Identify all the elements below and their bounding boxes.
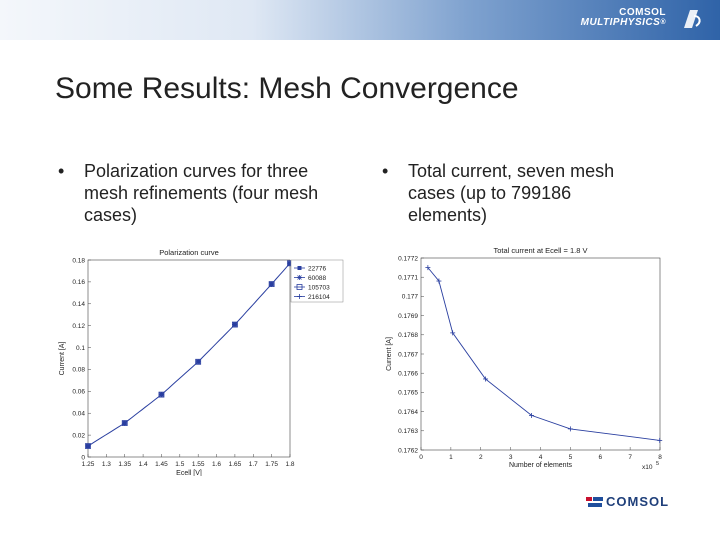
x-axis-label: Number of elements — [509, 462, 573, 469]
data-point — [232, 322, 238, 328]
x-tick-label: 8 — [658, 454, 662, 461]
x-tick-label: 1.8 — [285, 461, 294, 468]
bullet-marker: • — [58, 161, 65, 181]
y-tick-label: 0.1766 — [398, 371, 418, 378]
y-tick-label: 0.1771 — [398, 275, 418, 282]
bullet-text: Total current, seven mesh cases (up to 7… — [408, 160, 614, 226]
data-point — [296, 284, 303, 290]
y-tick-label: 0.1767 — [398, 351, 418, 358]
data-point — [425, 265, 431, 271]
y-tick-label: 0.02 — [72, 432, 85, 439]
legend-label: 22776 — [308, 265, 326, 272]
y-tick-label: 0.18 — [72, 257, 85, 264]
comsol-swirl-icon — [684, 10, 701, 28]
y-tick-label: 0.14 — [72, 301, 85, 308]
brand-line1: COMSOL — [619, 7, 666, 18]
y-tick-label: 0.08 — [72, 367, 85, 374]
legend-label: 105703 — [308, 284, 330, 291]
x-tick-label: 1.75 — [265, 461, 278, 468]
y-tick-label: 0 — [81, 454, 85, 461]
comsol-flag-icon — [586, 497, 603, 507]
polarization-curve-chart: Polarization curve 1.25 1.3 1.35 1.4 1.45 1.5 1… — [59, 248, 344, 476]
x-tick-label: 2 — [479, 454, 483, 461]
plot-area — [420, 257, 661, 451]
data-point — [195, 359, 201, 365]
x-axis-label: Ecell [V] — [176, 470, 202, 476]
y-tick-label: 0.177 — [402, 294, 419, 301]
comsol-footer-logo: COMSOL — [586, 494, 686, 510]
data-point — [269, 281, 275, 287]
x-tick-label: 1 — [449, 454, 453, 461]
x-tick-label: 1.3 — [102, 461, 111, 468]
x-tick-label: 1.55 — [192, 461, 205, 468]
bullet-line: mesh refinements (four mesh — [84, 183, 319, 203]
series-line — [427, 267, 660, 441]
y-tick-label: 0.1763 — [398, 428, 418, 435]
data-point — [436, 278, 442, 284]
x-tick-label: 1.4 — [139, 461, 148, 468]
x-tick-label: 3 — [509, 454, 513, 461]
x-tick-label: 1.25 — [82, 461, 95, 468]
x-tick-label: 1.5 — [175, 461, 184, 468]
bullet-line: Total current, seven mesh — [408, 161, 615, 181]
y-tick-label: 0.04 — [72, 411, 85, 418]
chart-title: Polarization curve — [159, 248, 219, 257]
y-tick-label: 0.12 — [72, 323, 85, 330]
x-tick-label: 1.35 — [118, 461, 131, 468]
slide-title: Some Results: Mesh Convergence — [55, 72, 519, 105]
data-point — [567, 426, 573, 432]
x-scale-label: x10 — [642, 464, 653, 471]
y-tick-label: 0.1768 — [398, 332, 418, 339]
comsol-multiphysics-logo: COMSOL MULTIPHYSICS® — [581, 8, 666, 28]
data-point — [297, 275, 302, 280]
y-tick-label: 0.06 — [72, 389, 85, 396]
y-tick-label: 0.1762 — [398, 447, 418, 454]
y-tick-label: 0.1772 — [398, 255, 418, 262]
x-tick-label: 4 — [539, 454, 543, 461]
bullet-text: Polarization curves for three mesh refin… — [84, 160, 318, 226]
data-point — [297, 266, 302, 270]
total-current-chart: Total current at Ecell = 1.8 V 0 1 2 3 4 5 6 7 8 0… — [386, 246, 663, 471]
data-point — [297, 294, 302, 299]
y-axis-label: Current [A] — [59, 342, 66, 376]
marker-stroke — [297, 275, 302, 280]
x-tick-label: 7 — [628, 454, 632, 461]
bullet-line: cases (up to 799186 — [408, 183, 572, 203]
data-point — [483, 376, 489, 382]
legend-label: 216104 — [308, 294, 330, 301]
footer-logo-text: COMSOL — [606, 494, 670, 509]
x-tick-label: 1.65 — [229, 461, 242, 468]
bullet-line: Polarization curves for three — [84, 161, 309, 181]
y-tick-label: 0.1 — [76, 345, 85, 352]
bullet-polarization: • Polarization curves for three mesh ref… — [58, 160, 358, 230]
y-tick-label: 0.1764 — [398, 409, 418, 416]
chart-title: Total current at Ecell = 1.8 V — [493, 246, 587, 255]
y-axis-label: Current [A] — [386, 337, 393, 371]
bullet-line: cases) — [84, 205, 138, 225]
data-point — [450, 330, 456, 336]
header-bar — [0, 0, 720, 40]
x-tick-label: 1.45 — [155, 461, 168, 468]
plot-area — [87, 259, 291, 458]
y-tick-label: 0.16 — [72, 279, 85, 286]
brand-line2: MULTIPHYSICS® — [580, 17, 666, 28]
data-point — [529, 412, 535, 418]
x-tick-label: 6 — [598, 454, 602, 461]
y-tick-label: 0.1765 — [398, 390, 418, 397]
x-tick-label: 1.7 — [249, 461, 258, 468]
data-point — [657, 437, 663, 443]
data-point — [158, 392, 164, 398]
legend-label: 60088 — [308, 275, 326, 282]
bullet-total-current: • Total current, seven mesh cases (up to… — [382, 160, 682, 230]
x-scale-exponent: 5 — [656, 461, 659, 467]
x-tick-label: 0 — [419, 454, 423, 461]
data-point — [122, 420, 128, 426]
bullet-line: elements) — [408, 205, 488, 225]
x-tick-label: 5 — [569, 454, 573, 461]
data-point — [85, 443, 91, 449]
bullet-marker: • — [382, 161, 389, 181]
y-tick-label: 0.1769 — [398, 313, 418, 320]
x-tick-label: 1.6 — [212, 461, 221, 468]
series-line — [87, 262, 291, 447]
